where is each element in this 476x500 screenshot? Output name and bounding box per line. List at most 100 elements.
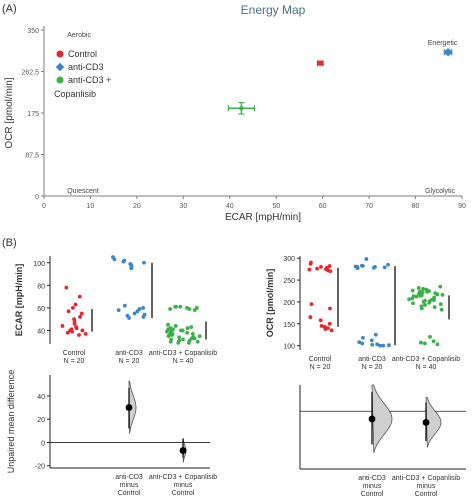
swarm-point	[135, 309, 140, 314]
swarm-point	[411, 301, 415, 306]
x-tick-label: 80	[412, 203, 420, 210]
legend-label-anti-cd3: anti-CD3	[68, 62, 104, 72]
legend-marker-2	[55, 62, 65, 72]
swarm-point	[355, 266, 360, 271]
swarm-point	[77, 333, 81, 337]
y-tick-label: 80	[37, 283, 45, 290]
swarm-point	[70, 329, 75, 334]
x-tick-label: 10	[87, 203, 95, 210]
x-tick-label: 50	[272, 203, 280, 210]
swarm-point	[387, 343, 391, 348]
swarm-point	[414, 294, 419, 299]
swarm-point	[328, 269, 333, 274]
swarm-point	[195, 339, 200, 344]
swarm-point	[77, 294, 82, 299]
swarm-point	[418, 293, 423, 298]
y-axis-label: OCR [pmol/min]	[265, 269, 275, 338]
y-axis-label: OCR [pmol/min]	[4, 77, 15, 148]
group-n-label: N = 20	[310, 364, 331, 371]
y-tick-label: 300	[283, 256, 295, 263]
swarm-point	[438, 284, 443, 289]
bootstrap-distribution	[425, 397, 442, 448]
group-label: anti-CD3	[115, 350, 143, 357]
swarm-point	[142, 260, 146, 265]
swarm-point	[179, 328, 183, 333]
contrast-label: anti-CD3 + Copanlisib	[392, 475, 460, 482]
x-tick-label: 20	[133, 203, 141, 210]
group-label: anti-CD3	[358, 356, 386, 363]
swarm-point	[369, 338, 374, 343]
swarm-point	[425, 289, 429, 294]
group-n-label: N = 20	[64, 358, 85, 365]
legend-label-control: Control	[68, 49, 97, 59]
contrast-label: minus	[120, 482, 139, 489]
y-tick-label: -20	[35, 464, 45, 471]
swarm-point	[323, 327, 328, 331]
group-label: anti-CD3 + Copanlisib	[392, 356, 460, 363]
swarm-point	[71, 305, 75, 310]
group-n-label: N = 20	[119, 358, 140, 365]
swarm-point	[435, 342, 440, 347]
contrast-label: Control	[415, 491, 438, 498]
swarm-point	[65, 330, 70, 335]
swarm-point	[421, 286, 426, 291]
swarm-point	[410, 296, 415, 301]
swarm-point	[407, 297, 412, 302]
contrast-label: Control	[172, 490, 195, 497]
swarm-point	[419, 340, 423, 345]
quadrant-label-aerobic: Aerobic	[67, 32, 91, 39]
swarm-point	[381, 343, 386, 348]
swarm-point	[364, 257, 369, 261]
swarm-point	[74, 326, 79, 331]
mean-difference-point	[179, 447, 187, 454]
swarm-point	[83, 331, 88, 336]
swarm-point	[141, 305, 146, 310]
swarm-point	[319, 324, 324, 328]
swarm-point	[329, 328, 334, 333]
swarm-point	[309, 302, 314, 306]
swarm-point	[185, 330, 190, 335]
swarm-point	[197, 334, 202, 339]
swarm-point	[361, 335, 365, 340]
swarm-point	[432, 298, 436, 303]
swarm-point	[129, 266, 134, 271]
x-tick-label: 40	[226, 203, 234, 210]
group-n-label: N = 20	[362, 364, 383, 371]
swarm-point	[173, 324, 178, 328]
swarm-point	[127, 316, 131, 320]
group-label: Control	[63, 350, 86, 357]
group-n-label: N = 40	[416, 364, 437, 371]
swarm-point	[360, 264, 365, 268]
y-tick-label: 350	[27, 28, 39, 35]
swarm-point	[421, 300, 426, 304]
panel-label-b: (B)	[2, 237, 17, 249]
swarm-point	[423, 341, 427, 346]
swarm-point	[438, 302, 443, 306]
swarm-point	[168, 307, 173, 311]
y-tick-label: 87,5	[25, 153, 39, 160]
swarm-point	[185, 326, 190, 331]
swarm-point	[192, 308, 197, 313]
swarm-point	[416, 286, 421, 290]
swarm-point	[357, 340, 362, 345]
swarm-point	[181, 337, 185, 342]
swarm-point	[78, 315, 82, 319]
x-tick-label: 70	[365, 203, 373, 210]
swarm-point	[373, 332, 378, 337]
swarm-point	[410, 288, 415, 293]
swarm-point	[80, 328, 85, 333]
panel-label-a: (A)	[2, 3, 17, 15]
swarm-point	[166, 322, 170, 327]
swarm-point	[186, 340, 191, 345]
y-tick-label: 20	[37, 417, 45, 424]
swarm-point	[318, 318, 323, 323]
group-label: anti-CD3 + Copanlisib	[149, 350, 217, 357]
x-tick-label: 30	[179, 203, 187, 210]
swarm-point	[178, 304, 183, 309]
swarm-point	[72, 321, 77, 326]
swarm-point	[132, 311, 137, 316]
swarm-point	[423, 303, 427, 307]
